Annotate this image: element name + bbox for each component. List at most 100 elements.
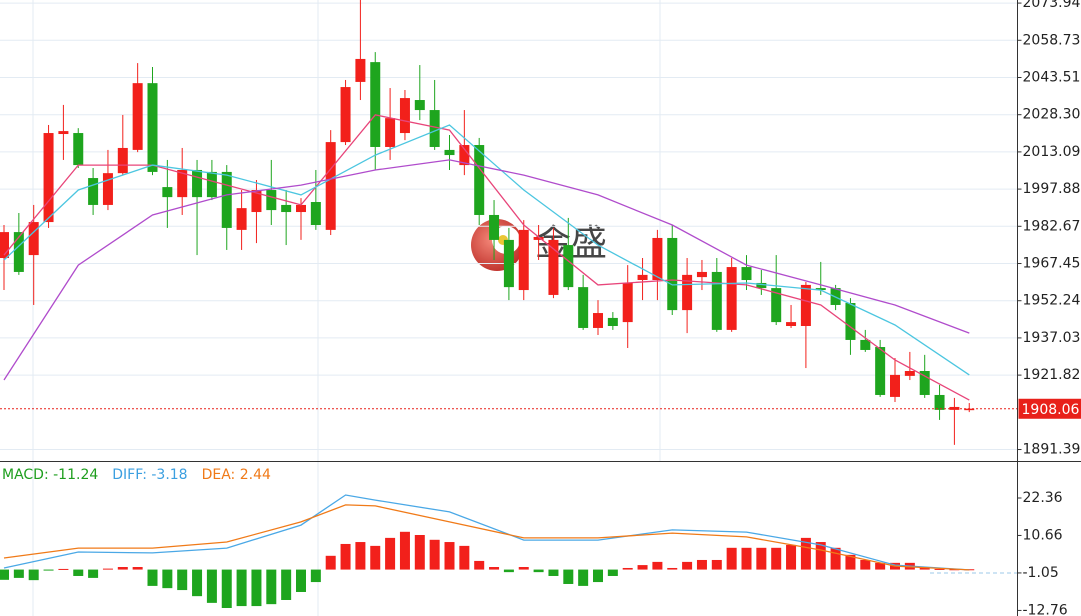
macd-bar bbox=[459, 545, 470, 570]
candle-body bbox=[325, 142, 336, 230]
macd-bar bbox=[503, 569, 514, 573]
candle-body bbox=[756, 282, 767, 289]
y-tick-label: 1937.03 bbox=[1023, 330, 1081, 346]
candle-body bbox=[741, 267, 752, 281]
candle-body bbox=[73, 133, 84, 166]
candle-body bbox=[177, 169, 188, 198]
macd-bar bbox=[593, 569, 603, 583]
macd-bar bbox=[221, 569, 232, 608]
line-series bbox=[3, 494, 970, 571]
macd-bar bbox=[682, 561, 693, 570]
macd-bar bbox=[0, 569, 9, 580]
macd-bar bbox=[399, 531, 410, 570]
candle-body bbox=[503, 239, 514, 288]
macd-bar bbox=[251, 569, 262, 607]
candle-body bbox=[355, 58, 366, 82]
macd-bar bbox=[13, 569, 24, 578]
candle-body bbox=[459, 145, 470, 166]
macd-bar bbox=[281, 569, 292, 600]
candle-body bbox=[593, 313, 603, 328]
candle-body bbox=[949, 406, 960, 410]
macd-bar bbox=[756, 547, 767, 570]
macd-bar bbox=[192, 569, 203, 597]
candle-body bbox=[296, 204, 306, 213]
macd-bar bbox=[147, 569, 158, 586]
price-pane bbox=[0, 0, 1017, 451]
macd-bar bbox=[771, 547, 782, 570]
macd-bar bbox=[652, 561, 663, 570]
candle-body bbox=[786, 322, 797, 327]
candle-body bbox=[771, 288, 782, 323]
line-series bbox=[3, 114, 970, 401]
y-tick-label: 1921.82 bbox=[1023, 367, 1081, 383]
macd-bar bbox=[88, 569, 99, 578]
macd-bar bbox=[667, 567, 678, 570]
y-tick-label: 1982.67 bbox=[1023, 218, 1081, 234]
y-tick-label: 2028.30 bbox=[1023, 107, 1081, 123]
macd-bar bbox=[518, 567, 529, 570]
candle-body bbox=[622, 282, 633, 323]
macd-bar bbox=[355, 542, 366, 570]
candle-body bbox=[904, 371, 915, 376]
macd-bar bbox=[919, 567, 930, 570]
candle-body bbox=[726, 267, 737, 330]
macd-bar bbox=[548, 569, 559, 576]
candle-body bbox=[533, 236, 544, 240]
candle-body bbox=[102, 173, 113, 205]
candle-body bbox=[281, 204, 292, 213]
candle-body bbox=[652, 237, 663, 281]
y-tick-label: 1997.88 bbox=[1023, 181, 1081, 197]
macd-bar bbox=[696, 559, 707, 570]
candle-body bbox=[845, 303, 856, 340]
macd-bar bbox=[177, 569, 188, 591]
macd-bar bbox=[622, 567, 633, 570]
macd-bar bbox=[578, 569, 589, 586]
candle-body bbox=[800, 284, 811, 327]
macd-bar bbox=[266, 569, 277, 605]
y-tick-label: -12.76 bbox=[1023, 602, 1068, 616]
candle-body bbox=[117, 147, 128, 174]
macd-pane bbox=[0, 494, 1017, 608]
candle-body bbox=[875, 347, 886, 395]
macd-bar bbox=[117, 567, 128, 570]
macd-bar bbox=[726, 547, 737, 570]
y-tick-label: 10.66 bbox=[1023, 527, 1063, 543]
y-tick-label: 2043.51 bbox=[1023, 70, 1081, 86]
legend-item: DIFF: -3.18 bbox=[112, 467, 187, 483]
candle-body bbox=[518, 229, 529, 291]
macd-bar bbox=[845, 554, 856, 570]
macd-bar bbox=[607, 569, 618, 576]
candle-body bbox=[399, 98, 410, 134]
candle-body bbox=[147, 83, 158, 172]
line-series bbox=[3, 124, 970, 376]
macd-bar bbox=[934, 568, 945, 570]
candle-body bbox=[310, 202, 321, 225]
macd-bar bbox=[73, 569, 84, 576]
macd-bar bbox=[711, 559, 722, 570]
candle-body bbox=[414, 100, 425, 111]
macd-bar bbox=[786, 544, 797, 570]
macd-bar bbox=[370, 545, 381, 570]
y-tick-label: -1.05 bbox=[1023, 565, 1059, 581]
macd-bar bbox=[296, 569, 306, 592]
candle-body bbox=[88, 178, 99, 205]
macd-bar bbox=[474, 560, 485, 570]
last-price-box bbox=[1018, 398, 1081, 419]
y-tick-label: 22.36 bbox=[1023, 490, 1063, 506]
y-tick-label: 2058.73 bbox=[1023, 32, 1081, 48]
line-series bbox=[3, 504, 970, 571]
candle-body bbox=[370, 62, 381, 147]
macd-bar bbox=[815, 542, 826, 570]
candle-body bbox=[206, 171, 217, 198]
candle-body bbox=[28, 222, 39, 256]
macd-bar bbox=[800, 537, 811, 570]
candle-body bbox=[548, 239, 559, 295]
candle-body bbox=[563, 245, 574, 288]
macd-bar bbox=[325, 555, 336, 570]
candle-body bbox=[221, 171, 232, 228]
macd-bar bbox=[741, 547, 752, 570]
macd-bar bbox=[310, 569, 321, 583]
